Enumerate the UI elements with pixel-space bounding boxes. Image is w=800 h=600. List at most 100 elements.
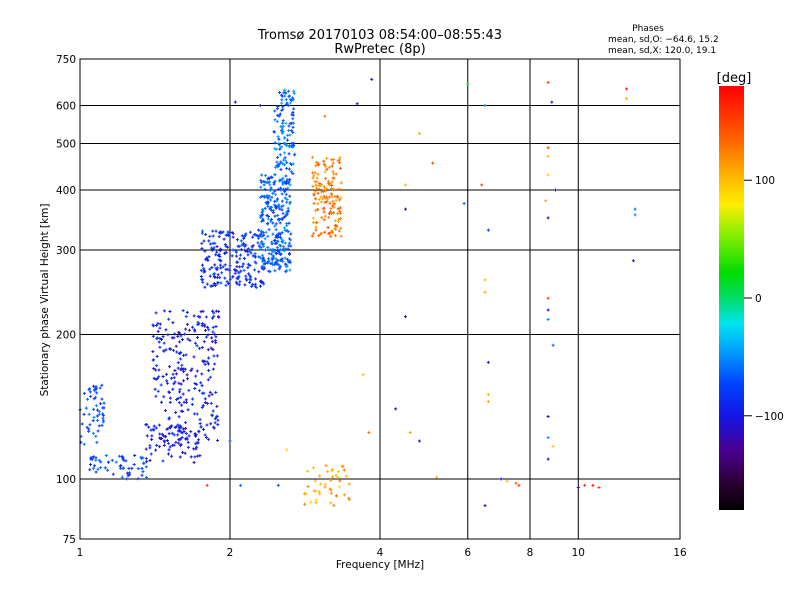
data-point-cluster-6	[286, 103, 290, 107]
x-axis-label: Frequency [MHz]	[336, 559, 424, 571]
data-point-cluster-3	[161, 375, 165, 379]
data-point-cluster-1	[88, 423, 92, 427]
data-point-cluster-2	[144, 447, 148, 451]
data-point-cluster-5	[277, 218, 281, 222]
data-point-cluster-2	[162, 443, 166, 447]
data-point-sparse-35	[361, 373, 365, 377]
data-point-cluster-7	[330, 180, 334, 184]
data-point-cluster-3	[157, 340, 161, 344]
data-point-cluster-5	[285, 181, 289, 185]
data-point-cluster-6	[288, 162, 292, 166]
x-tick-label-10: 10	[572, 547, 585, 559]
data-point-cluster-4	[228, 277, 232, 281]
data-point-cluster-5	[263, 206, 267, 210]
data-point-cluster-3	[162, 439, 166, 443]
data-point-cluster-6	[281, 119, 285, 123]
data-point-cluster-6	[290, 141, 294, 145]
data-point-cluster-8	[314, 498, 318, 502]
data-point-cluster-2	[176, 433, 180, 437]
data-point-cluster-5	[275, 246, 279, 250]
data-point-cluster-4	[254, 233, 258, 237]
data-point-cluster-6	[291, 125, 295, 129]
data-point-cluster-7	[331, 199, 335, 203]
data-point-cluster-0	[136, 477, 140, 481]
data-point-cluster-4	[231, 231, 235, 235]
data-point-cluster-3	[203, 323, 207, 327]
data-point-cluster-8	[329, 478, 333, 482]
data-point-cluster-5	[263, 248, 267, 252]
data-point-cluster-2	[173, 425, 177, 429]
data-point-cluster-4	[235, 260, 239, 264]
data-point-cluster-3	[211, 325, 215, 329]
data-point-cluster-5	[270, 208, 274, 212]
data-point-cluster-5	[276, 213, 280, 217]
data-point-cluster-5	[276, 197, 280, 201]
colorbar-ticks: 100 0 −100	[744, 175, 784, 423]
data-point-cluster-3	[165, 379, 169, 383]
data-point-cluster-6	[276, 105, 280, 109]
data-point-cluster-3	[204, 315, 208, 319]
data-point-cluster-7	[329, 192, 333, 196]
data-point-cluster-4	[235, 238, 239, 242]
data-point-cluster-3	[192, 355, 196, 359]
data-point-cluster-4	[238, 257, 242, 261]
data-point-cluster-3	[213, 332, 217, 336]
data-point-cluster-5	[288, 268, 292, 272]
data-point-cluster-6	[291, 131, 295, 135]
data-point-cluster-3	[186, 337, 190, 341]
data-point-cluster-5	[283, 241, 287, 245]
data-point-cluster-5	[283, 249, 287, 253]
data-point-cluster-4	[200, 231, 204, 235]
data-point-cluster-5	[278, 221, 282, 225]
data-point-cluster-1	[100, 383, 104, 387]
data-point-cluster-3	[172, 348, 176, 352]
data-point-cluster-1	[95, 414, 99, 418]
data-point-cluster-7	[328, 182, 332, 186]
data-point-cluster-3	[211, 348, 215, 352]
data-point-cluster-3	[176, 334, 180, 338]
data-point-cluster-5	[281, 212, 285, 216]
data-point-cluster-7	[324, 186, 328, 190]
data-point-cluster-3	[177, 330, 181, 334]
data-point-cluster-5	[283, 196, 287, 200]
data-point-cluster-5	[276, 240, 280, 244]
data-point-cluster-4	[227, 231, 231, 235]
data-point-cluster-0	[91, 457, 95, 461]
data-point-cluster-3	[208, 390, 212, 394]
data-point-cluster-5	[285, 200, 289, 204]
data-point-cluster-5	[264, 230, 268, 234]
data-point-cluster-3	[195, 382, 199, 386]
data-point-cluster-3	[156, 321, 160, 325]
data-point-cluster-3	[213, 417, 217, 421]
data-point-cluster-3	[184, 431, 188, 435]
data-point-cluster-3	[176, 366, 180, 370]
data-point-cluster-4	[201, 280, 205, 284]
data-points	[78, 77, 637, 508]
data-point-cluster-7	[311, 176, 315, 180]
data-point-cluster-2	[149, 452, 153, 456]
data-point-cluster-7	[314, 197, 318, 201]
data-point-cluster-5	[266, 204, 270, 208]
data-point-sparse-57	[276, 483, 280, 487]
data-point-cluster-6	[276, 155, 280, 159]
data-point-cluster-5	[278, 179, 282, 183]
data-point-cluster-6	[275, 163, 279, 167]
data-point-cluster-5	[289, 244, 293, 248]
data-point-cluster-7	[326, 181, 330, 185]
data-point-cluster-3	[173, 368, 177, 372]
data-point-cluster-8	[318, 474, 322, 478]
data-point-cluster-0	[89, 462, 93, 466]
data-point-cluster-3	[209, 346, 213, 350]
data-point-cluster-5	[266, 261, 270, 265]
data-point-cluster-3	[214, 415, 218, 419]
data-point-cluster-4	[248, 280, 252, 284]
data-point-sparse-26	[631, 259, 635, 263]
data-point-cluster-7	[331, 204, 335, 208]
data-point-cluster-4	[242, 236, 246, 240]
data-point-cluster-2	[181, 427, 185, 431]
data-point-cluster-0	[92, 455, 96, 459]
data-point-cluster-3	[202, 340, 206, 344]
data-point-cluster-4	[217, 235, 221, 239]
data-point-cluster-8	[303, 492, 307, 496]
data-point-cluster-7	[326, 225, 330, 229]
